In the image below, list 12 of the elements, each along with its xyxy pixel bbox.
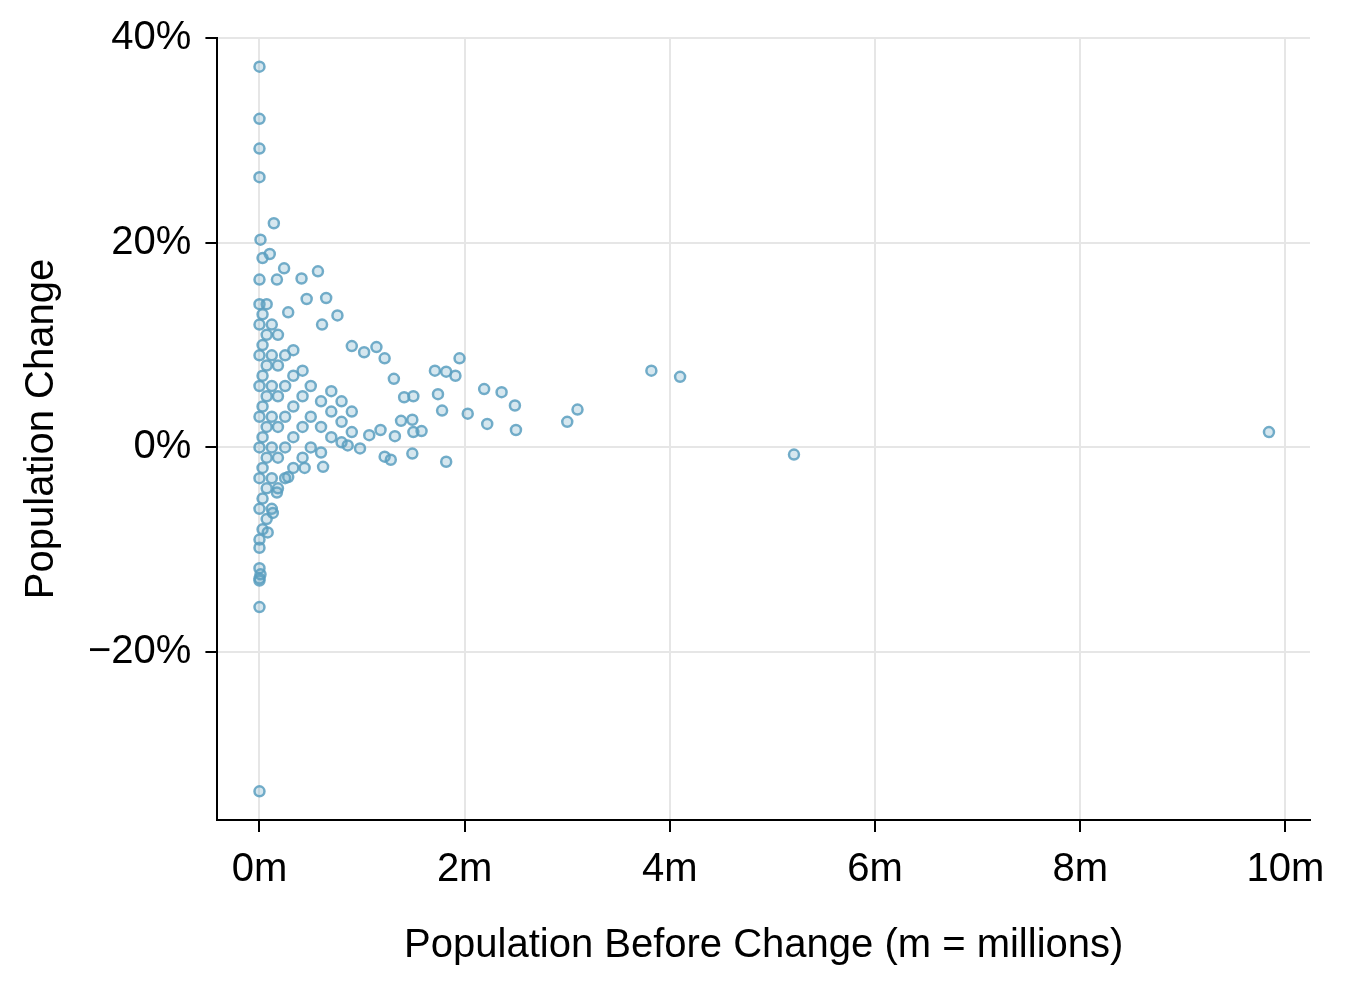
y-tick-label: 0% [133,422,192,467]
y-axis-title: Population Change [17,258,62,600]
x-tick-label: 4m [642,845,698,890]
x-axis-title: Population Before Change (m = millions) [404,921,1124,966]
y-tick-label: 20% [111,217,192,262]
y-tick-label: 40% [111,13,192,58]
x-tick-label: 10m [1246,845,1325,890]
y-tick-label: −20% [88,627,192,672]
x-tick-label: 6m [847,845,903,890]
x-tick-label: 0m [231,845,288,890]
x-tick-label: 8m [1052,845,1108,890]
x-tick-label: 2m [436,845,493,890]
